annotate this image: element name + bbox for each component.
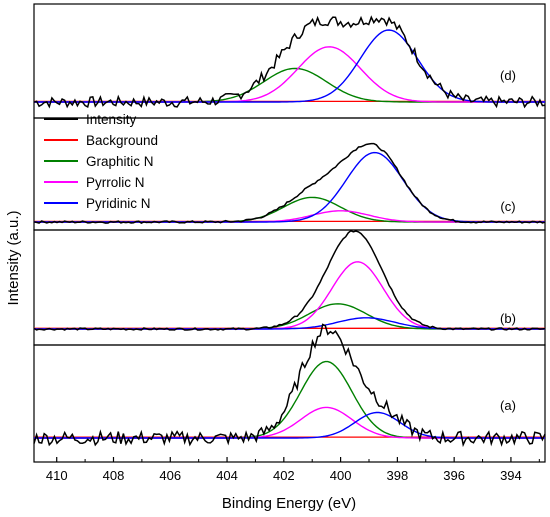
intensity-line: [33, 15, 546, 109]
legend-label: Pyrrolic N: [86, 175, 145, 190]
x-tick-label: 402: [273, 468, 295, 483]
x-axis-title: Binding Energy (eV): [222, 495, 356, 512]
panel-frame: [33, 344, 546, 463]
x-tick-label: 404: [216, 468, 238, 483]
intensity-line: [33, 229, 546, 331]
graphitic-n-peak: [34, 303, 545, 330]
pyrrolic-n-peak: [34, 210, 545, 223]
panel-d: (d): [33, 3, 546, 119]
pyrrolic-n-peak: [34, 46, 545, 103]
x-tick-label: 394: [500, 468, 522, 483]
legend-label: Background: [86, 133, 158, 148]
pyrrolic-n-peak: [34, 261, 545, 330]
legend-item-graphitic-n: Graphitic N: [44, 154, 154, 169]
panel-label: (b): [500, 311, 516, 326]
legend-label: Intensity: [86, 112, 137, 127]
panel-label: (c): [500, 199, 515, 214]
panel-label: (d): [500, 68, 516, 83]
x-tick-label: 398: [387, 468, 409, 483]
legend-item-intensity: Intensity: [44, 112, 137, 127]
legend-label: Graphitic N: [86, 154, 154, 169]
panel-a: (a): [33, 323, 546, 463]
panel-b: (b): [33, 229, 546, 346]
legend-item-background: Background: [44, 133, 158, 148]
x-tick-label: 410: [46, 468, 68, 483]
legend-item-pyrrolic-n: Pyrrolic N: [44, 175, 145, 190]
legend-label: Pyridinic N: [86, 196, 151, 211]
x-tick-label: 400: [330, 468, 352, 483]
intensity-line: [33, 142, 546, 224]
panels-group: (d) (c) (b) (a): [33, 3, 546, 463]
pyridinic-n-peak: [34, 29, 545, 103]
legend: Intensity Background Graphitic N Pyrrolic N…: [44, 112, 158, 211]
x-axis: 410 408 406 404 402 400 398 396 394: [46, 457, 540, 483]
x-tick-label: 406: [159, 468, 181, 483]
intensity-line: [33, 323, 546, 448]
x-tick-label: 408: [103, 468, 125, 483]
x-tick-label: 396: [443, 468, 465, 483]
legend-item-pyridinic-n: Pyridinic N: [44, 196, 151, 211]
y-axis-title: Intensity (a.u.): [5, 210, 22, 305]
panel-label: (a): [500, 398, 516, 413]
